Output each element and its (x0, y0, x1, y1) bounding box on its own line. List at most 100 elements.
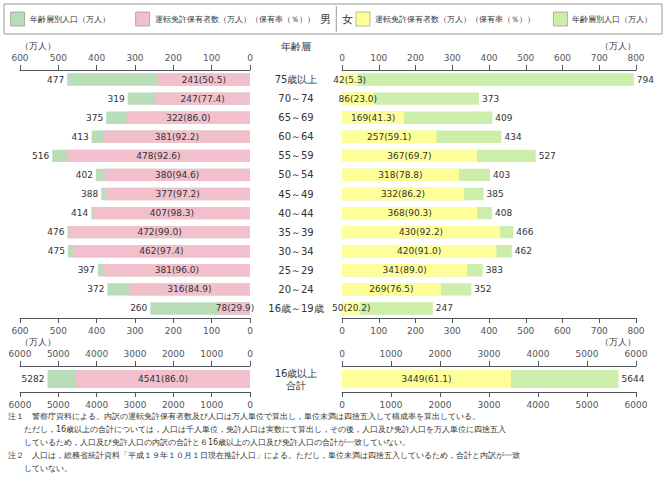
svg-text:16歳以上: 16歳以上 (275, 368, 318, 379)
svg-text:78(29.9): 78(29.9) (216, 303, 255, 313)
svg-text:400: 400 (480, 326, 497, 336)
svg-text:800: 800 (627, 53, 644, 63)
svg-text:407(98.3): 407(98.3) (150, 208, 194, 218)
svg-text:403: 403 (493, 170, 510, 180)
svg-text:30～34: 30～34 (278, 246, 313, 257)
svg-text:380(94.6): 380(94.6) (155, 170, 199, 180)
svg-text:500: 500 (50, 53, 67, 63)
svg-text:300: 300 (126, 326, 143, 336)
svg-text:472(99.0): 472(99.0) (137, 227, 181, 237)
svg-text:247(77.4): 247(77.4) (181, 94, 225, 104)
svg-text:70～74: 70～74 (278, 93, 313, 104)
svg-text:2000: 2000 (429, 349, 452, 359)
svg-text:（万人）: （万人） (600, 337, 636, 347)
svg-text:402: 402 (76, 170, 93, 180)
svg-text:332(86.2): 332(86.2) (381, 189, 425, 199)
svg-text:100: 100 (203, 53, 220, 63)
svg-text:260: 260 (130, 303, 147, 313)
svg-text:600: 600 (11, 53, 28, 63)
svg-text:女: 女 (342, 13, 353, 26)
svg-text:0: 0 (339, 349, 345, 359)
svg-text:700: 700 (591, 326, 608, 336)
svg-text:600: 600 (554, 53, 571, 63)
svg-text:3000: 3000 (478, 400, 501, 410)
svg-text:462: 462 (515, 246, 532, 256)
svg-text:年齢層別人口（万人）: 年齢層別人口（万人） (572, 15, 652, 24)
svg-text:50～54: 50～54 (278, 169, 313, 180)
svg-text:5000: 5000 (47, 400, 70, 410)
svg-text:75歳以上: 75歳以上 (275, 74, 318, 85)
svg-text:408: 408 (495, 208, 512, 218)
svg-text:600: 600 (554, 326, 571, 336)
svg-text:257(59.1): 257(59.1) (367, 132, 411, 142)
svg-text:65～69: 65～69 (278, 112, 313, 123)
svg-text:700: 700 (591, 53, 608, 63)
svg-text:794: 794 (637, 75, 654, 85)
svg-text:6000: 6000 (9, 400, 32, 410)
svg-text:527: 527 (539, 151, 556, 161)
svg-text:1000: 1000 (200, 349, 223, 359)
svg-text:241(50.5): 241(50.5) (182, 75, 226, 85)
svg-text:6000: 6000 (625, 400, 648, 410)
svg-text:500: 500 (517, 326, 534, 336)
svg-text:368(90.3): 368(90.3) (387, 208, 431, 218)
svg-text:434: 434 (504, 132, 521, 142)
svg-text:6000: 6000 (625, 349, 648, 359)
svg-text:しているため，人口及び免許人口の内訳の合計と６16歳以上の人: しているため，人口及び免許人口の内訳の合計と６16歳以上の人口及び免許人口の合計… (8, 438, 410, 447)
svg-text:430(92.2): 430(92.2) (399, 227, 443, 237)
svg-text:55～59: 55～59 (278, 150, 313, 161)
svg-text:4000: 4000 (85, 349, 108, 359)
svg-text:383: 383 (486, 265, 503, 275)
svg-text:400: 400 (88, 326, 105, 336)
svg-text:100: 100 (370, 53, 387, 63)
svg-text:3000: 3000 (124, 400, 147, 410)
svg-text:0: 0 (247, 400, 253, 410)
svg-text:2000: 2000 (429, 400, 452, 410)
svg-text:375: 375 (86, 113, 103, 123)
svg-text:600: 600 (11, 326, 28, 336)
svg-text:0: 0 (247, 53, 253, 63)
svg-text:運転免許保有者数（万人）（保有率（％））: 運転免許保有者数（万人）（保有率（％）） (375, 15, 535, 24)
svg-text:3449(61.1): 3449(61.1) (402, 374, 452, 384)
svg-text:400: 400 (480, 53, 497, 63)
svg-text:477: 477 (47, 75, 64, 85)
svg-text:169(41.3): 169(41.3) (351, 113, 395, 123)
svg-text:注１ 警察庁資料による。内訳の運転免許保有者数及び人口は万人: 注１ 警察庁資料による。内訳の運転免許保有者数及び人口は万人単位で算出し，単位未… (8, 412, 480, 421)
svg-text:414: 414 (71, 208, 88, 218)
svg-text:466: 466 (516, 227, 533, 237)
svg-text:341(89.0): 341(89.0) (383, 265, 427, 275)
svg-text:100: 100 (203, 326, 220, 336)
svg-text:42(5.3): 42(5.3) (333, 75, 366, 85)
svg-text:319: 319 (108, 94, 125, 104)
svg-text:4541(86.0): 4541(86.0) (138, 374, 188, 384)
svg-text:318(78.8): 318(78.8) (378, 170, 422, 180)
svg-text:475: 475 (48, 246, 65, 256)
svg-text:3000: 3000 (124, 349, 147, 359)
svg-text:5000: 5000 (47, 349, 70, 359)
svg-text:運転免許保有者数（万人）（保有率（％））: 運転免許保有者数（万人）（保有率（％）） (155, 15, 315, 24)
svg-text:0: 0 (339, 400, 345, 410)
svg-text:200: 200 (407, 326, 424, 336)
svg-text:388: 388 (81, 189, 98, 199)
svg-text:377(97.2): 377(97.2) (156, 189, 200, 199)
svg-text:25～29: 25～29 (278, 265, 313, 276)
svg-text:381(96.0): 381(96.0) (155, 265, 199, 275)
svg-text:100: 100 (370, 326, 387, 336)
svg-text:300: 300 (444, 326, 461, 336)
svg-text:1000: 1000 (200, 400, 223, 410)
svg-text:年齢層別人口（万人）: 年齢層別人口（万人） (30, 15, 110, 24)
svg-text:500: 500 (50, 326, 67, 336)
svg-text:5000: 5000 (576, 400, 599, 410)
svg-text:1000: 1000 (380, 400, 403, 410)
svg-text:372: 372 (87, 284, 104, 294)
svg-text:年齢層: 年齢層 (281, 41, 311, 52)
svg-text:367(69.7): 367(69.7) (387, 151, 431, 161)
svg-text:していない。: していない。 (8, 464, 72, 473)
svg-text:注２ 人口は，総務省統計資料「平成１９年１０月１日現在推計人: 注２ 人口は，総務省統計資料「平成１９年１０月１日現在推計人口」による。ただし，… (8, 451, 520, 460)
svg-text:ただし，16歳以上の合計については，人口は千人単位，免許人口: ただし，16歳以上の合計については，人口は千人単位，免許人口は実数にて算出し，そ… (8, 425, 506, 434)
svg-text:247: 247 (436, 303, 453, 313)
svg-text:413: 413 (71, 132, 88, 142)
svg-text:合計: 合計 (286, 380, 306, 391)
svg-text:男: 男 (320, 13, 331, 26)
svg-text:516: 516 (32, 151, 49, 161)
